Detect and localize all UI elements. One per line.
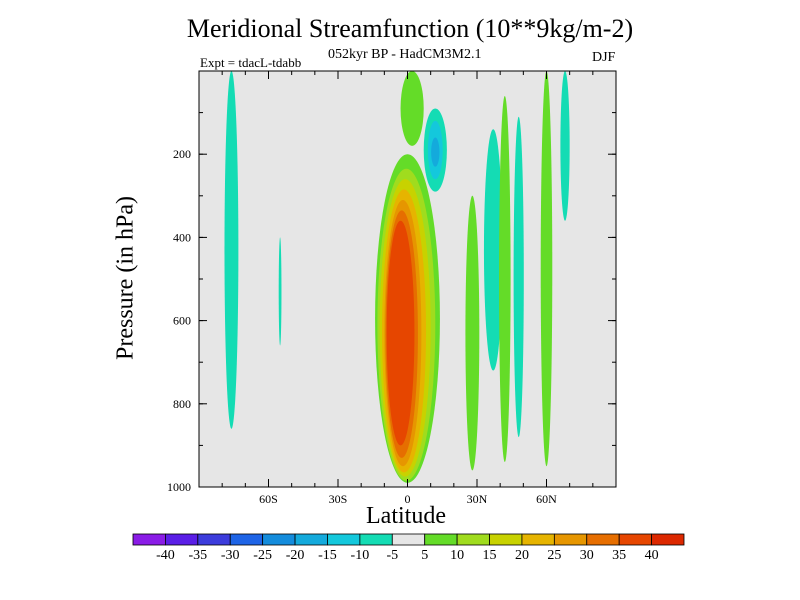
midlatitude-positive-band xyxy=(499,95,511,463)
subtropical-positive-band xyxy=(465,195,480,471)
midlatitude-negative-band xyxy=(513,116,524,438)
southern-polar-band xyxy=(224,71,239,429)
southern-thin-band xyxy=(278,237,282,346)
x-tick-label: 30S xyxy=(329,492,348,506)
chart-subtitle: 052kyr BP - HadCM3M2.1 xyxy=(328,47,482,62)
chart-title: Meridional Streamfunction (10**9kg/m-2) xyxy=(186,14,634,43)
y-tick-label: 600 xyxy=(173,314,191,328)
x-tick-label: 60N xyxy=(536,492,557,506)
y-tick-label: 1000 xyxy=(167,480,191,494)
tropical-cell-core xyxy=(386,220,415,446)
x-tick-label: 0 xyxy=(405,492,411,506)
experiment-label: Expt = tdacL-tdabb xyxy=(200,55,302,70)
upper-positive-blob xyxy=(400,71,424,146)
y-tick-label: 400 xyxy=(173,230,191,244)
polar-negative-band xyxy=(560,71,570,221)
subtropical-negative-band xyxy=(483,129,503,371)
x-tick-label: 60S xyxy=(259,492,278,506)
x-axis-label: Latitude xyxy=(366,503,446,529)
subpolar-positive-band xyxy=(540,71,553,467)
y-tick-label: 800 xyxy=(173,397,191,411)
season-label: DJF xyxy=(592,50,616,65)
y-tick-label: 200 xyxy=(173,147,191,161)
negative-cell-core xyxy=(431,137,440,167)
x-tick-label: 30N xyxy=(467,492,488,506)
